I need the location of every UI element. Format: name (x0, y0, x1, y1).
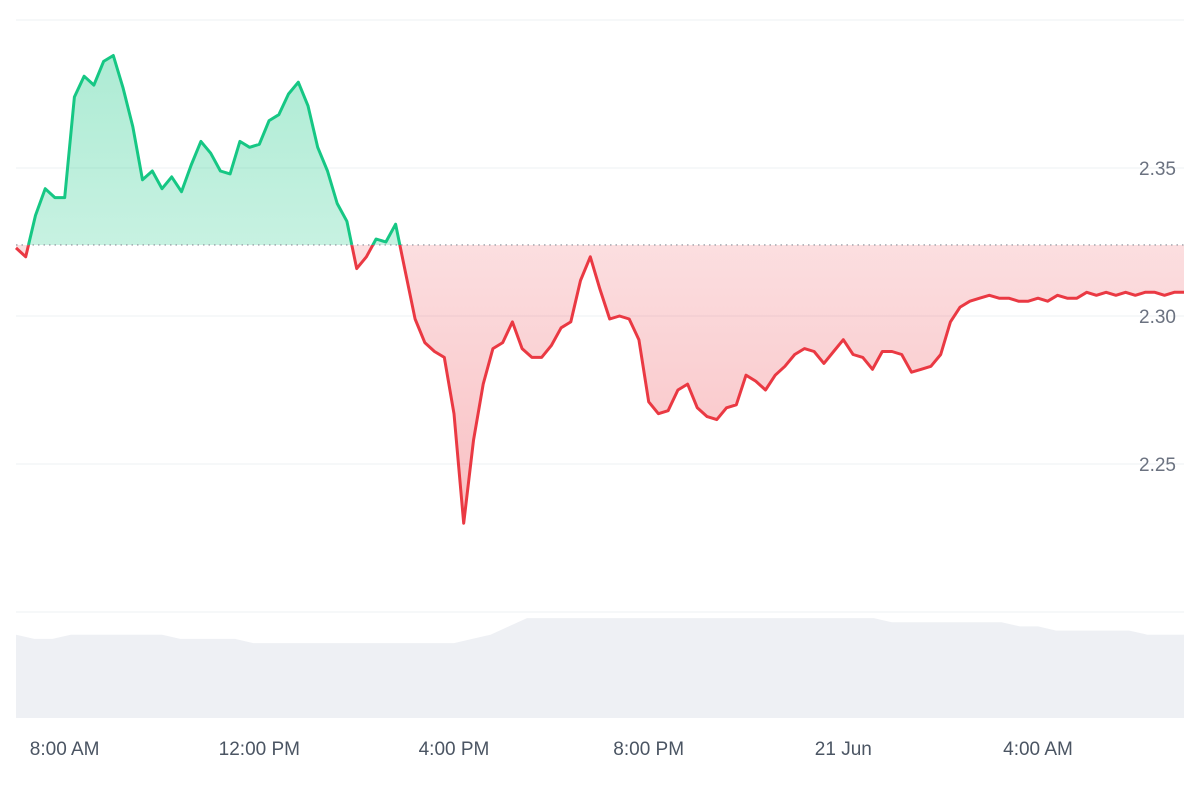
x-tick-label: 12:00 PM (219, 739, 300, 760)
x-tick-label: 21 Jun (815, 739, 872, 760)
y-tick-label: 2.25 (1139, 455, 1176, 476)
y-tick-label: 2.35 (1139, 159, 1176, 180)
x-tick-label: 4:00 PM (419, 739, 490, 760)
x-tick-label: 8:00 PM (613, 739, 684, 760)
x-axis: 8:00 AM 12:00 PM 4:00 PM 8:00 PM 21 Jun 4:00 … (30, 739, 1073, 760)
y-axis: 2.35 2.30 2.25 (1139, 159, 1176, 476)
grid-lines (16, 20, 1184, 612)
x-tick-label: 8:00 AM (30, 739, 100, 760)
volume-area (16, 618, 1184, 718)
y-tick-label: 2.30 (1139, 307, 1176, 328)
volume-bars (16, 618, 1184, 718)
x-tick-label: 4:00 AM (1003, 739, 1073, 760)
